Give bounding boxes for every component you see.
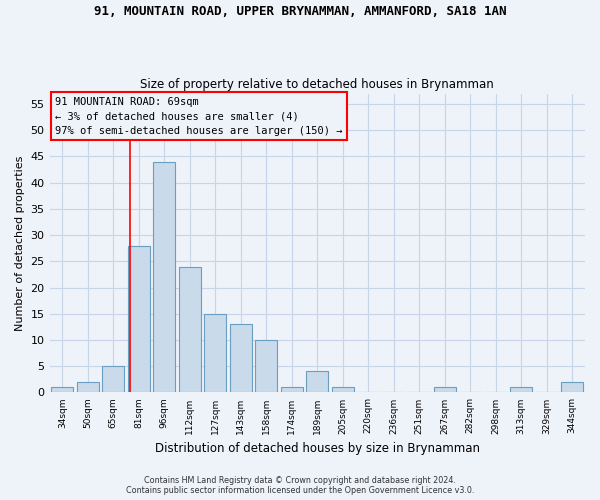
Bar: [434, 387, 455, 392]
Bar: [205, 314, 226, 392]
Bar: [154, 162, 175, 392]
Bar: [128, 246, 149, 392]
X-axis label: Distribution of detached houses by size in Brynamman: Distribution of detached houses by size …: [155, 442, 480, 455]
Bar: [103, 366, 124, 392]
Bar: [256, 340, 277, 392]
Bar: [511, 387, 532, 392]
Text: Contains HM Land Registry data © Crown copyright and database right 2024.
Contai: Contains HM Land Registry data © Crown c…: [126, 476, 474, 495]
Bar: [77, 382, 98, 392]
Bar: [230, 324, 251, 392]
Text: 91, MOUNTAIN ROAD, UPPER BRYNAMMAN, AMMANFORD, SA18 1AN: 91, MOUNTAIN ROAD, UPPER BRYNAMMAN, AMMA…: [94, 5, 506, 18]
Y-axis label: Number of detached properties: Number of detached properties: [15, 156, 25, 330]
Text: 91 MOUNTAIN ROAD: 69sqm
← 3% of detached houses are smaller (4)
97% of semi-deta: 91 MOUNTAIN ROAD: 69sqm ← 3% of detached…: [55, 96, 343, 136]
Bar: [562, 382, 583, 392]
Bar: [332, 387, 353, 392]
Bar: [52, 387, 73, 392]
Bar: [281, 387, 302, 392]
Bar: [307, 372, 328, 392]
Bar: [179, 266, 200, 392]
Title: Size of property relative to detached houses in Brynamman: Size of property relative to detached ho…: [140, 78, 494, 91]
